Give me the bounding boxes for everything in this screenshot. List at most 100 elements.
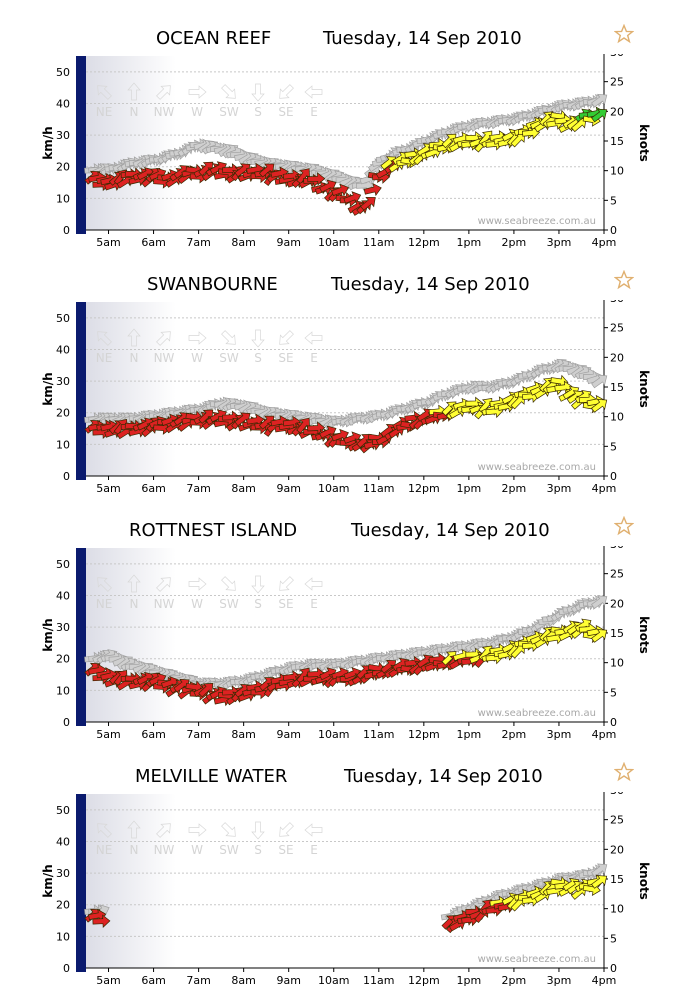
x-tick-label: 7am bbox=[186, 728, 210, 741]
favourite-star-icon[interactable] bbox=[614, 762, 634, 782]
direction-label: SE bbox=[278, 351, 293, 365]
x-tick-label: 12pm bbox=[408, 236, 440, 249]
y2-tick-label: 20 bbox=[610, 105, 624, 118]
x-tick-label: 12pm bbox=[408, 728, 440, 741]
watermark: www.seabreeze.com.au bbox=[478, 708, 596, 719]
x-tick-label: 8am bbox=[231, 236, 255, 249]
x-tick-label: 9am bbox=[276, 482, 300, 495]
y-tick-label: 20 bbox=[56, 161, 70, 174]
direction-arrow-icon bbox=[127, 574, 141, 593]
chart-panel-melville-water: MELVILLE WATER Tuesday, 14 Sep 2010 NE N N… bbox=[0, 762, 682, 1008]
x-tick-label: 4pm bbox=[592, 236, 617, 249]
direction-arrow-icon bbox=[279, 84, 294, 99]
wind-arrow bbox=[343, 191, 362, 204]
wind-arrow bbox=[591, 629, 608, 643]
y2-axis-label: knots bbox=[637, 616, 651, 654]
direction-label: S bbox=[254, 597, 262, 611]
favourite-star-icon[interactable] bbox=[614, 24, 634, 44]
chart-panel-swanbourne: SWANBOURNE Tuesday, 14 Sep 2010 NE N NW W SW… bbox=[0, 270, 682, 516]
direction-label: NW bbox=[154, 105, 175, 119]
direction-label: SE bbox=[278, 597, 293, 611]
x-tick-label: 10am bbox=[318, 728, 349, 741]
x-tick-label: 2pm bbox=[502, 974, 527, 987]
y-tick-label: 0 bbox=[63, 224, 70, 237]
y2-tick-label: 30 bbox=[610, 792, 624, 797]
x-tick-label: 4pm bbox=[592, 482, 617, 495]
wind-arrow bbox=[296, 417, 310, 434]
x-tick-label: 3pm bbox=[547, 974, 572, 987]
direction-label: SE bbox=[278, 843, 293, 857]
wind-arrow bbox=[113, 670, 128, 686]
direction-arrow-icon bbox=[127, 82, 141, 101]
x-tick-label: 5am bbox=[96, 482, 120, 495]
direction-label: NW bbox=[154, 843, 175, 857]
y-tick-label: 30 bbox=[56, 129, 70, 142]
wind-arrow bbox=[198, 683, 214, 698]
y2-axis-label: knots bbox=[637, 124, 651, 162]
y-tick-label: 40 bbox=[56, 835, 70, 848]
y2-tick-label: 5 bbox=[610, 194, 617, 207]
wind-arrow bbox=[331, 428, 349, 442]
direction-label: SW bbox=[219, 597, 239, 611]
x-tick-label: 6am bbox=[141, 482, 165, 495]
direction-label: N bbox=[130, 351, 139, 365]
direction-arrow-icon bbox=[304, 823, 323, 837]
x-tick-label: 6am bbox=[141, 236, 165, 249]
plot-background-shade bbox=[86, 548, 176, 722]
y-tick-label: 30 bbox=[56, 867, 70, 880]
x-tick-label: 9am bbox=[276, 236, 300, 249]
x-tick-label: 12pm bbox=[408, 974, 440, 987]
left-axis-bar bbox=[76, 794, 86, 972]
y2-tick-label: 15 bbox=[610, 381, 624, 394]
y2-tick-label: 10 bbox=[610, 903, 624, 916]
chart-date: Tuesday, 14 Sep 2010 bbox=[344, 766, 543, 787]
wind-arrow bbox=[360, 196, 376, 211]
gust-arrow bbox=[591, 863, 608, 878]
x-tick-label: 5am bbox=[96, 728, 120, 741]
x-tick-label: 3pm bbox=[547, 236, 572, 249]
x-tick-label: 6am bbox=[141, 974, 165, 987]
direction-arrow-icon bbox=[188, 331, 207, 345]
wind-arrow bbox=[510, 132, 526, 148]
y2-tick-label: 5 bbox=[610, 932, 617, 945]
direction-label: NE bbox=[96, 843, 113, 857]
y-tick-label: 20 bbox=[56, 899, 70, 912]
direction-label: E bbox=[310, 597, 318, 611]
y2-tick-label: 10 bbox=[610, 657, 624, 670]
left-axis-bar bbox=[76, 56, 86, 234]
watermark: www.seabreeze.com.au bbox=[478, 216, 596, 227]
x-tick-label: 3pm bbox=[547, 482, 572, 495]
x-tick-label: 2pm bbox=[502, 728, 527, 741]
wind-arrow bbox=[198, 409, 214, 424]
y-tick-label: 0 bbox=[63, 470, 70, 483]
y-tick-label: 50 bbox=[56, 804, 70, 817]
wind-arrow bbox=[363, 182, 382, 197]
y2-tick-label: 5 bbox=[610, 686, 617, 699]
favourite-star-icon[interactable] bbox=[614, 516, 634, 536]
x-tick-label: 11am bbox=[363, 728, 394, 741]
y2-axis-label: knots bbox=[637, 370, 651, 408]
left-axis-bar bbox=[76, 302, 86, 480]
y-tick-label: 10 bbox=[56, 930, 70, 943]
direction-label: N bbox=[130, 597, 139, 611]
direction-arrow-icon bbox=[251, 575, 265, 594]
direction-label: N bbox=[130, 105, 139, 119]
direction-arrow-icon bbox=[251, 821, 265, 840]
y-tick-label: 10 bbox=[56, 192, 70, 205]
y-axis-label: km/h bbox=[41, 618, 55, 651]
wind-chart: NE N NW W SW S SE E 0 10 20 30 40 50 km/h 0 5 10 15 20 25 30 k… bbox=[41, 546, 651, 741]
direction-label: NE bbox=[96, 351, 113, 365]
favourite-star-icon[interactable] bbox=[614, 270, 634, 290]
y-tick-label: 50 bbox=[56, 312, 70, 325]
y-axis-label: km/h bbox=[41, 864, 55, 897]
direction-label: NW bbox=[154, 597, 175, 611]
direction-arrow-icon bbox=[156, 823, 171, 838]
y-tick-label: 0 bbox=[63, 716, 70, 729]
y-tick-label: 40 bbox=[56, 589, 70, 602]
x-tick-label: 11am bbox=[363, 974, 394, 987]
direction-label: S bbox=[254, 843, 262, 857]
direction-arrow-icon bbox=[97, 85, 112, 100]
direction-label: E bbox=[310, 105, 318, 119]
x-tick-label: 2pm bbox=[502, 482, 527, 495]
direction-label: W bbox=[191, 105, 203, 119]
